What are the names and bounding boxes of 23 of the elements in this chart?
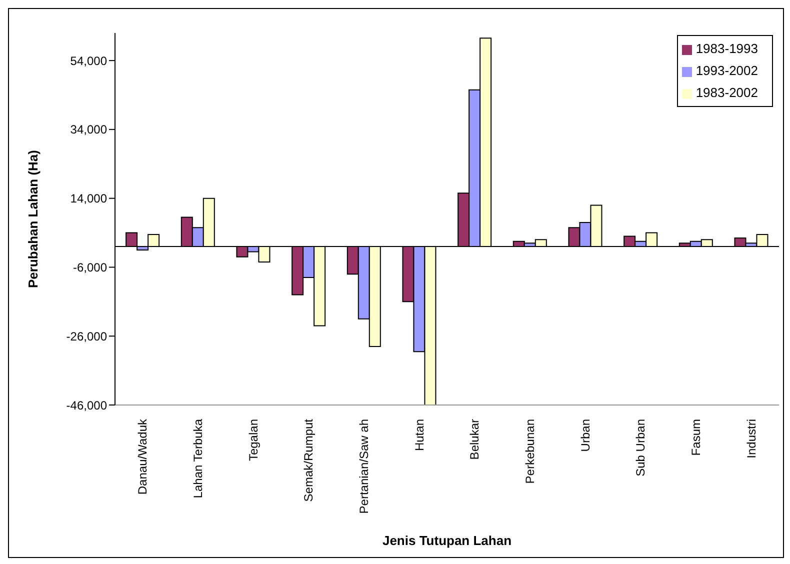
x-tick-label: Perkebunan xyxy=(523,419,537,484)
legend-label: 1983-1993 xyxy=(696,41,758,56)
y-tick-label: 14,000 xyxy=(70,192,108,206)
x-tick-label: Fasum xyxy=(689,419,703,456)
y-tick-label: -26,000 xyxy=(66,329,108,344)
y-tick-label: -6,000 xyxy=(72,260,108,274)
x-tick-label: Urban xyxy=(578,419,592,452)
y-tick-label: -46,000 xyxy=(66,398,108,412)
x-tick-label: Lahan Terbuka xyxy=(191,418,205,498)
y-tick-label: 54,000 xyxy=(70,54,108,68)
x-tick-label: Belukar xyxy=(468,418,482,460)
x-tick-label: Danau/Waduk xyxy=(136,418,150,495)
y-axis-title: Perubahan Lahan (Ha) xyxy=(26,150,41,288)
x-tick-label: Industri xyxy=(744,419,758,458)
x-tick-label: Tegalan xyxy=(246,419,260,462)
y-tick-label: 34,000 xyxy=(70,122,108,137)
x-tick-label: Semak/Rumput xyxy=(302,418,316,502)
legend-label: 1983-2002 xyxy=(696,85,758,100)
legend-label: 1993-2002 xyxy=(696,63,758,78)
x-tick-label: Sub Urban xyxy=(634,419,648,476)
x-axis-title: Jenis Tutupan Lahan xyxy=(382,533,512,548)
x-tick-label: Pertanian/Saw ah xyxy=(357,419,371,514)
x-tick-label: Hutan xyxy=(412,419,426,452)
